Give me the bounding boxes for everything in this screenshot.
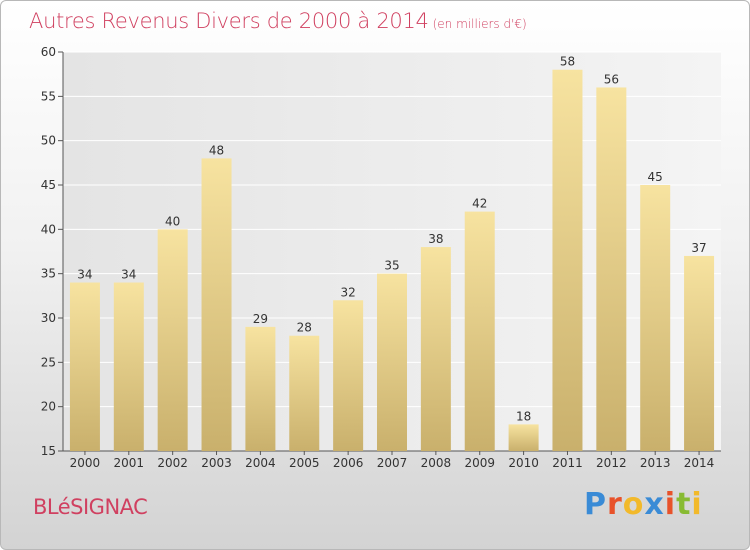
logo-letter: P — [584, 487, 607, 522]
x-tick-label: 2006 — [333, 456, 364, 470]
y-tick-label: 50 — [41, 134, 56, 148]
bar — [684, 255, 715, 451]
y-tick-label: 25 — [41, 355, 56, 369]
x-tick-label: 2011 — [552, 456, 583, 470]
bar — [69, 282, 100, 451]
bar-value-label: 45 — [648, 170, 663, 184]
logo-letter: o — [622, 487, 645, 522]
bar-value-label: 28 — [297, 321, 312, 335]
bar — [640, 185, 671, 451]
logo-letter: i — [691, 487, 703, 522]
x-tick-label: 2009 — [464, 456, 495, 470]
bar — [289, 335, 320, 451]
x-tick-label: 2002 — [157, 456, 188, 470]
place-name: BLéSIGNAC — [33, 495, 148, 519]
x-tick-label: 2010 — [508, 456, 539, 470]
x-tick-label: 2007 — [377, 456, 408, 470]
y-tick-label: 40 — [41, 222, 56, 236]
x-tick-label: 2003 — [201, 456, 232, 470]
x-tick-label: 2013 — [640, 456, 671, 470]
y-tick-label: 15 — [41, 444, 56, 458]
y-tick-label: 30 — [41, 311, 56, 325]
bar-value-label: 38 — [428, 232, 443, 246]
bar-value-label: 18 — [516, 409, 531, 423]
bar — [201, 158, 232, 451]
bar — [552, 69, 583, 451]
proxiti-logo: Proxiti — [584, 487, 703, 522]
logo-letter: r — [607, 487, 623, 522]
bar — [377, 273, 407, 451]
y-tick-label: 60 — [41, 45, 56, 59]
bar — [420, 247, 451, 451]
chart-title: Autres Revenus Divers de 2000 à 2014 (en … — [29, 9, 527, 33]
x-tick-label: 2012 — [596, 456, 627, 470]
bar — [508, 424, 539, 451]
logo-letter: x — [644, 487, 665, 522]
bar-value-label: 40 — [165, 214, 180, 228]
y-tick-label: 45 — [41, 178, 56, 192]
bar — [113, 282, 144, 451]
bar — [333, 300, 364, 451]
chart-subtitle: (en milliers d'€) — [432, 17, 527, 31]
bar-value-label: 35 — [384, 259, 399, 273]
x-tick-label: 2004 — [245, 456, 276, 470]
logo-letter: t — [676, 487, 692, 522]
y-tick-label: 35 — [41, 267, 56, 281]
bar-value-label: 34 — [121, 268, 136, 282]
x-tick-label: 2008 — [421, 456, 452, 470]
y-tick-label: 55 — [41, 89, 56, 103]
bar-value-label: 58 — [560, 55, 575, 69]
bar — [157, 229, 188, 451]
bar-value-label: 56 — [604, 72, 619, 86]
bar — [596, 87, 627, 451]
bar-value-label: 32 — [340, 285, 355, 299]
bar-value-label: 37 — [691, 241, 706, 255]
bar-value-label: 48 — [209, 143, 224, 157]
bar-value-label: 34 — [77, 268, 92, 282]
bar-value-label: 42 — [472, 197, 487, 211]
bar — [464, 211, 495, 451]
bar — [245, 326, 276, 451]
x-tick-label: 2001 — [114, 456, 145, 470]
y-tick-label: 20 — [41, 400, 56, 414]
chart-title-text: Autres Revenus Divers de 2000 à 2014 — [29, 9, 429, 33]
x-tick-label: 2014 — [684, 456, 715, 470]
x-tick-label: 2000 — [70, 456, 101, 470]
logo-letter: i — [664, 487, 677, 522]
bar-value-label: 29 — [253, 312, 268, 326]
x-tick-label: 2005 — [289, 456, 320, 470]
